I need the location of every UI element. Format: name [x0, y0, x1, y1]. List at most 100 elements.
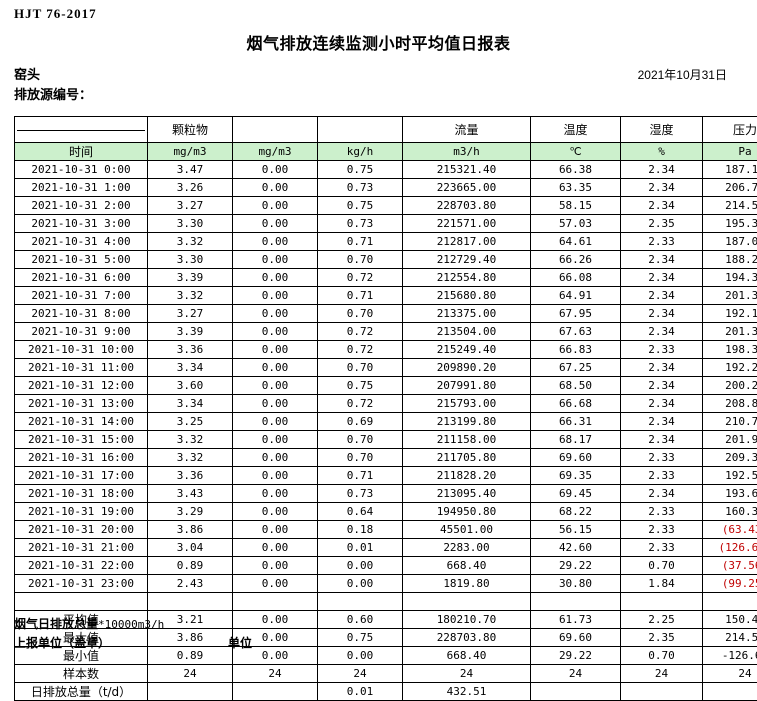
summary-flow: 24: [403, 665, 531, 683]
cell-pressure: 200.29: [703, 377, 757, 395]
report-table-wrap: 颗粒物 流量 温度 湿度 压力 时间 mg/m3 mg/m3 kg/h m3/h…: [14, 116, 742, 701]
cell-humidity: 2.34: [621, 377, 703, 395]
cell-c1: 3.30: [148, 251, 233, 269]
cell-c2: 0.00: [233, 431, 318, 449]
cell-humidity: 2.34: [621, 179, 703, 197]
cell-time: 2021-10-31 9:00: [15, 323, 148, 341]
cell-temperature: 69.60: [531, 449, 621, 467]
cell-pressure: 210.74: [703, 413, 757, 431]
cell-c2: 0.00: [233, 521, 318, 539]
cell-humidity: 2.34: [621, 161, 703, 179]
cell-c2: 0.00: [233, 485, 318, 503]
summary-flow: 668.40: [403, 647, 531, 665]
cell-c2: 0.00: [233, 539, 318, 557]
cell-flow: 212817.00: [403, 233, 531, 251]
cell-humidity: 2.35: [621, 215, 703, 233]
summary-c3: 0.60: [318, 611, 403, 629]
spacer-cell: [233, 593, 318, 611]
cell-temperature: 66.68: [531, 395, 621, 413]
summary-temperature: 69.60: [531, 629, 621, 647]
spacer-cell: [15, 593, 148, 611]
header-unit-row: 时间 mg/m3 mg/m3 kg/h m3/h ℃ % Pa: [15, 143, 757, 161]
cell-humidity: 2.34: [621, 323, 703, 341]
unit-c3: kg/h: [318, 143, 403, 161]
cell-c3: 0.71: [318, 233, 403, 251]
cell-humidity: 2.33: [621, 449, 703, 467]
cell-c2: 0.00: [233, 359, 318, 377]
cell-time: 2021-10-31 23:00: [15, 575, 148, 593]
cell-c2: 0.00: [233, 269, 318, 287]
summary-label: 样本数: [15, 665, 148, 683]
cell-humidity: 2.34: [621, 305, 703, 323]
cell-temperature: 29.22: [531, 557, 621, 575]
cell-temperature: 58.15: [531, 197, 621, 215]
cell-time: 2021-10-31 0:00: [15, 161, 148, 179]
cell-c1: 3.32: [148, 233, 233, 251]
cell-c2: 0.00: [233, 413, 318, 431]
cell-time: 2021-10-31 6:00: [15, 269, 148, 287]
cell-flow: 209890.20: [403, 359, 531, 377]
cell-c3: 0.72: [318, 341, 403, 359]
cell-pressure: 192.54: [703, 467, 757, 485]
cell-c2: 0.00: [233, 557, 318, 575]
summary-pressure: -126.67: [703, 647, 757, 665]
footer-report-unit-line: 上报单位（盖章）单位: [14, 634, 252, 653]
cell-temperature: 57.03: [531, 215, 621, 233]
cell-c2: 0.00: [233, 575, 318, 593]
cell-pressure: (37.56): [703, 557, 757, 575]
cell-pressure: 198.39: [703, 341, 757, 359]
cell-time: 2021-10-31 8:00: [15, 305, 148, 323]
cell-temperature: 69.45: [531, 485, 621, 503]
cell-c3: 0.73: [318, 485, 403, 503]
spacer-cell: [531, 593, 621, 611]
cell-time: 2021-10-31 7:00: [15, 287, 148, 305]
spacer-cell: [703, 593, 757, 611]
cell-pressure: 194.35: [703, 269, 757, 287]
cell-flow: 215321.40: [403, 161, 531, 179]
cell-c3: 0.73: [318, 215, 403, 233]
summary-flow: 180210.70: [403, 611, 531, 629]
cell-humidity: 2.33: [621, 521, 703, 539]
cell-time: 2021-10-31 13:00: [15, 395, 148, 413]
cell-c1: 2.43: [148, 575, 233, 593]
cell-c3: 0.72: [318, 395, 403, 413]
cell-flow: 1819.80: [403, 575, 531, 593]
summary-c1: [148, 683, 233, 701]
cell-c3: 0.72: [318, 323, 403, 341]
cell-flow: 211705.80: [403, 449, 531, 467]
cell-pressure: 201.34: [703, 287, 757, 305]
cell-time: 2021-10-31 20:00: [15, 521, 148, 539]
footer-unit-word: 单位: [228, 634, 252, 653]
cell-flow: 213095.40: [403, 485, 531, 503]
header-temperature: 温度: [531, 117, 621, 143]
cell-flow: 215793.00: [403, 395, 531, 413]
standard-code: HJT 76-2017: [14, 6, 97, 22]
cell-humidity: 2.33: [621, 503, 703, 521]
cell-c3: 0.69: [318, 413, 403, 431]
cell-c1: 3.32: [148, 431, 233, 449]
cell-c1: 3.27: [148, 197, 233, 215]
report-table: 颗粒物 流量 温度 湿度 压力 时间 mg/m3 mg/m3 kg/h m3/h…: [14, 116, 757, 701]
cell-c3: 0.01: [318, 539, 403, 557]
cell-temperature: 63.35: [531, 179, 621, 197]
summary-pressure: 150.41: [703, 611, 757, 629]
summary-label: 日排放总量（t/d）: [15, 683, 148, 701]
cell-humidity: 2.34: [621, 485, 703, 503]
time-split-divider: [17, 130, 145, 131]
cell-c1: 3.29: [148, 503, 233, 521]
header-blank-2: [233, 117, 318, 143]
cell-flow: 213504.00: [403, 323, 531, 341]
cell-time: 2021-10-31 18:00: [15, 485, 148, 503]
cell-flow: 213199.80: [403, 413, 531, 431]
